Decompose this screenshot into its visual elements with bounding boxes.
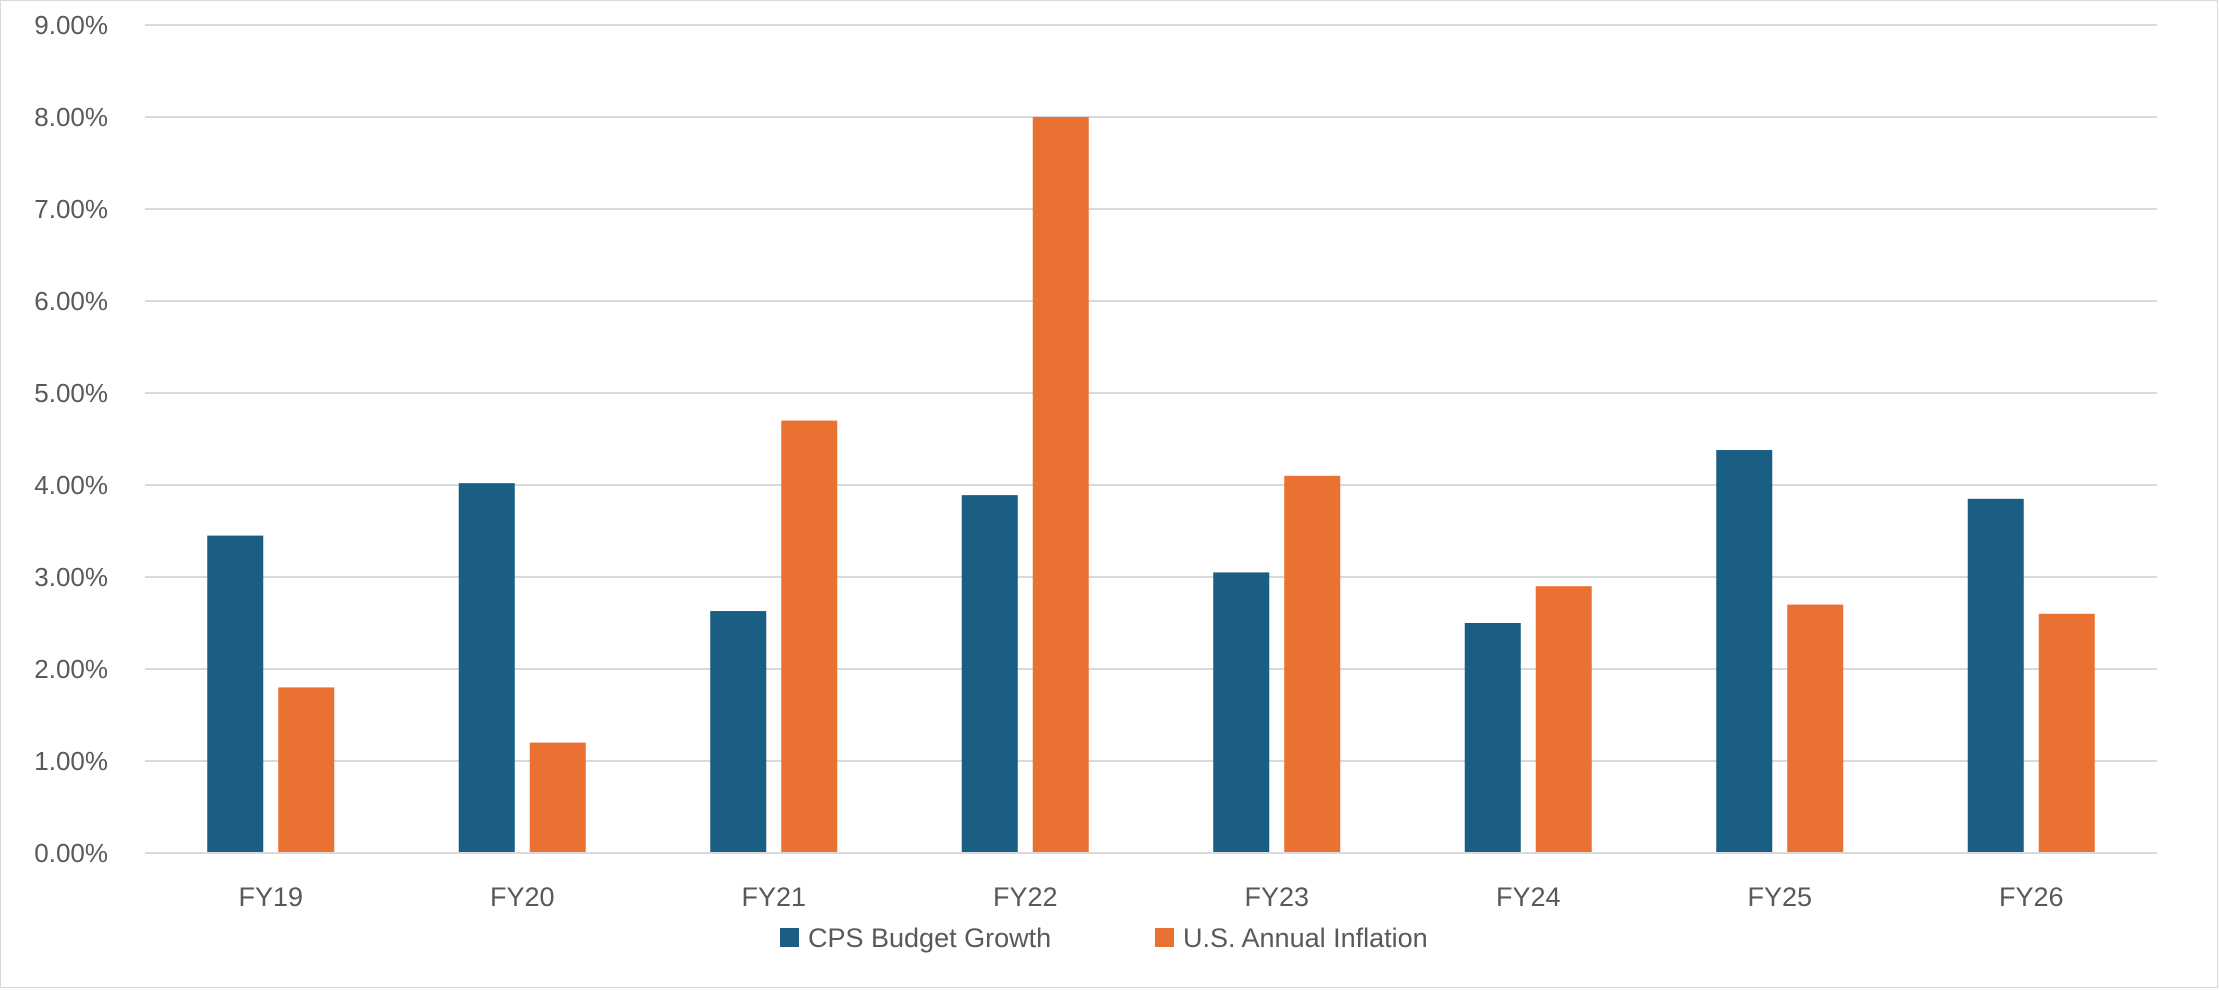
x-tick-label: FY26 — [1999, 882, 2064, 912]
y-tick-label: 3.00% — [34, 562, 108, 592]
bar-fy22-series-1 — [961, 495, 1018, 853]
bar-fy26-series-2 — [2038, 613, 2095, 853]
x-tick-label: FY23 — [1244, 882, 1309, 912]
legend-swatch — [1155, 928, 1174, 947]
bar-fy19-series-1 — [207, 535, 264, 853]
y-tick-label: 7.00% — [34, 194, 108, 224]
bar-fy21-series-1 — [710, 611, 767, 853]
x-tick-label: FY24 — [1496, 882, 1561, 912]
y-tick-label: 5.00% — [34, 378, 108, 408]
bar-fy24-series-2 — [1535, 586, 1592, 853]
y-tick-label: 1.00% — [34, 746, 108, 776]
bar-fy21-series-2 — [781, 420, 838, 853]
gridlines — [145, 24, 2157, 762]
bar-fy19-series-2 — [278, 687, 335, 853]
x-tick-label: FY19 — [238, 882, 303, 912]
x-axis-category-labels: FY19 FY20 FY21 FY22 FY23 FY24 FY25 FY26 — [238, 882, 2063, 912]
bar-fy20-series-1 — [458, 483, 515, 853]
legend-label: CPS Budget Growth — [808, 923, 1051, 953]
bar-fy23-series-2 — [1284, 475, 1341, 853]
bar-fy24-series-1 — [1464, 623, 1521, 853]
y-tick-label: 0.00% — [34, 838, 108, 868]
legend: CPS Budget Growth U.S. Annual Inflation — [780, 923, 1428, 953]
y-tick-label: 6.00% — [34, 286, 108, 316]
bar-fy26-series-1 — [1967, 498, 2024, 853]
x-tick-label: FY21 — [741, 882, 806, 912]
y-tick-label: 4.00% — [34, 470, 108, 500]
y-tick-label: 2.00% — [34, 654, 108, 684]
x-tick-label: FY22 — [993, 882, 1058, 912]
y-tick-label: 8.00% — [34, 102, 108, 132]
legend-label: U.S. Annual Inflation — [1183, 923, 1428, 953]
x-tick-label: FY25 — [1747, 882, 1812, 912]
bar-fy20-series-2 — [529, 742, 586, 853]
bar-fy25-series-1 — [1716, 450, 1773, 853]
bar-fy23-series-1 — [1213, 572, 1270, 853]
legend-swatch — [780, 928, 799, 947]
y-tick-label: 9.00% — [34, 10, 108, 40]
x-tick-label: FY20 — [490, 882, 555, 912]
bar-fy25-series-2 — [1787, 604, 1844, 853]
bars — [207, 117, 2095, 853]
bar-fy22-series-2 — [1032, 117, 1089, 853]
y-axis-tick-labels: 0.00% 1.00% 2.00% 3.00% 4.00% 5.00% 6.00% 7.00%… — [34, 10, 108, 868]
